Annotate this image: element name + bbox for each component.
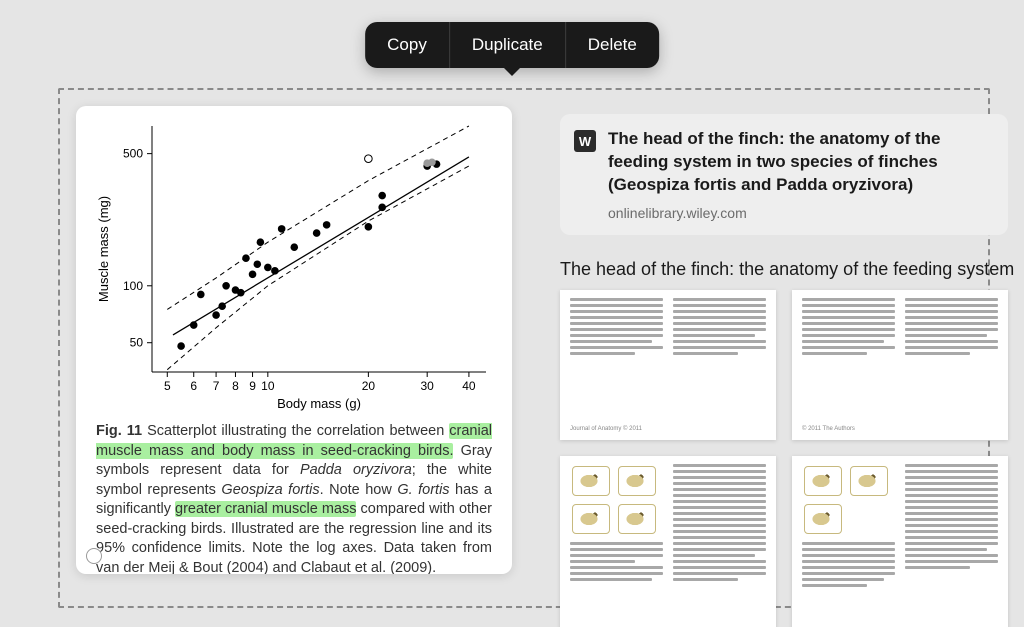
context-menu: Copy Duplicate Delete [365, 22, 659, 68]
anatomy-illustration [572, 466, 610, 496]
figure-label: Fig. 11 [96, 423, 142, 439]
caption-text: Scatterplot illustrating the correlation… [142, 423, 449, 439]
highlight-span: greater cranial muscle mass [175, 501, 356, 517]
right-column: W The head of the finch: the anatomy of … [560, 114, 1008, 627]
page-footer: © 2011 The Authors [802, 426, 855, 432]
source-favicon-icon: W [574, 130, 596, 152]
svg-text:5: 5 [164, 379, 171, 393]
svg-text:8: 8 [232, 379, 239, 393]
anatomy-illustration [572, 504, 610, 534]
species-name: G. fortis [397, 482, 449, 498]
scatter-chart: 5 6 789 10 20 30 40 50 100 500 Body mass (g) Muscle… [90, 116, 498, 416]
svg-text:Muscle mass (mg): Muscle mass (mg) [96, 196, 111, 302]
svg-text:30: 30 [421, 379, 435, 393]
species-name: Padda oryzivora [300, 462, 412, 478]
anatomy-illustration [804, 504, 842, 534]
pdf-thumbnail-grid: Journal of Anatomy © 2011 © 2011 The Aut… [560, 290, 1008, 627]
menu-caret-icon [503, 67, 521, 76]
svg-text:10: 10 [261, 379, 275, 393]
figure-card[interactable]: 5 6 789 10 20 30 40 50 100 500 Body mass (g) Muscle… [76, 106, 512, 574]
delete-button[interactable]: Delete [566, 22, 659, 68]
svg-text:500: 500 [123, 147, 143, 161]
anatomy-illustration [804, 466, 842, 496]
figure-caption: Fig. 11 Scatterplot illustrating the cor… [76, 416, 512, 574]
svg-text:40: 40 [462, 379, 476, 393]
pdf-page-thumb[interactable]: Journal of Anatomy © 2011 [560, 290, 776, 440]
section-heading: The head of the finch: the anatomy of th… [560, 259, 1008, 280]
reference-card[interactable]: W The head of the finch: the anatomy of … [560, 114, 1008, 235]
svg-text:Body mass (g): Body mass (g) [277, 396, 361, 411]
pdf-page-thumb[interactable] [560, 456, 776, 627]
species-name: Geospiza fortis [221, 482, 319, 498]
svg-text:7: 7 [213, 379, 220, 393]
svg-text:100: 100 [123, 279, 143, 293]
chart-container: 5 6 789 10 20 30 40 50 100 500 Body mass (g) Muscle… [76, 106, 512, 416]
copy-button[interactable]: Copy [365, 22, 449, 68]
svg-text:50: 50 [130, 336, 144, 350]
anatomy-illustration [618, 466, 656, 496]
svg-text:9: 9 [249, 379, 256, 393]
card-handle-icon[interactable] [86, 548, 102, 564]
page-footer: Journal of Anatomy © 2011 [570, 426, 642, 432]
anatomy-illustration [850, 466, 888, 496]
duplicate-button[interactable]: Duplicate [450, 22, 565, 68]
reference-title: The head of the finch: the anatomy of th… [608, 128, 992, 197]
svg-text:6: 6 [190, 379, 197, 393]
caption-text: . Note how [320, 482, 398, 498]
reference-domain: onlinelibrary.wiley.com [608, 205, 992, 221]
svg-text:20: 20 [362, 379, 376, 393]
anatomy-illustration [618, 504, 656, 534]
pdf-page-thumb[interactable] [792, 456, 1008, 627]
pdf-page-thumb[interactable]: © 2011 The Authors [792, 290, 1008, 440]
